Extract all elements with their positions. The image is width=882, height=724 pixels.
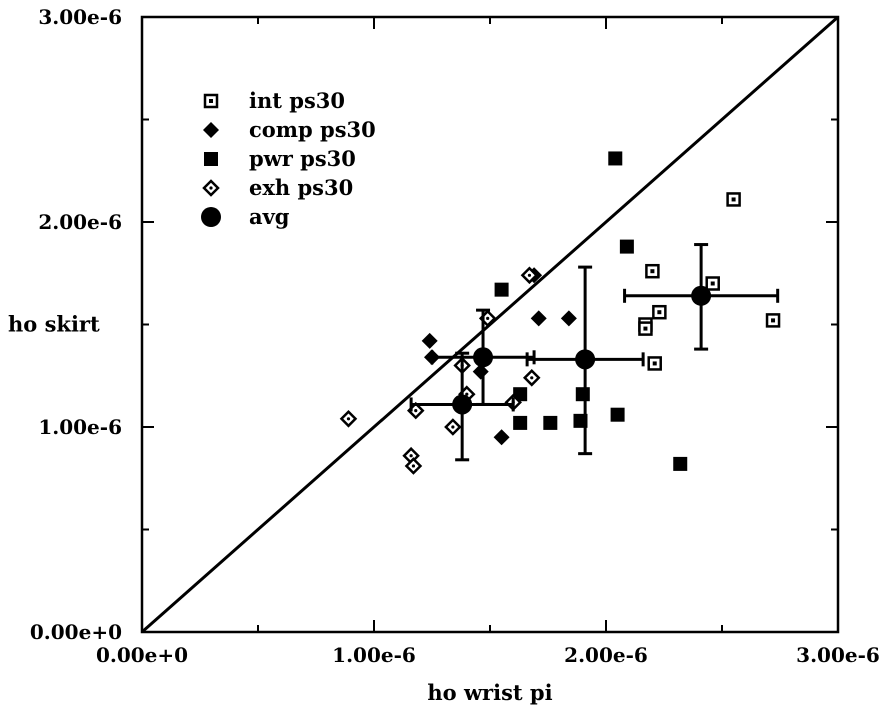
- point-int-ps30: [638, 321, 653, 336]
- point-int-ps30: [726, 192, 741, 207]
- point-exh-ps30: [444, 418, 462, 436]
- point-comp-ps30: [472, 363, 489, 380]
- y-tick-label: 2.00e-6: [38, 210, 122, 234]
- legend-label: int ps30: [249, 88, 345, 113]
- point-int-ps30: [652, 304, 667, 320]
- point-comp-ps30: [530, 310, 547, 327]
- axis-ticks: [141, 16, 839, 633]
- axis-tick-labels: 0.00e+0 1.00e-6 2.00e-6 3.00e-6 0.00e+0 1.00e…: [30, 5, 880, 667]
- x-axis-label: ho wrist pi: [427, 680, 552, 705]
- y-tick-label: 1.00e-6: [38, 415, 122, 439]
- x-tick-label: 2.00e-6: [564, 643, 648, 667]
- point-avg: [473, 347, 494, 368]
- point-int-ps30: [705, 276, 720, 291]
- y-axis-label: ho skirt: [8, 312, 100, 337]
- legend: int ps30 comp ps30 pwr ps30 exh ps30 avg: [201, 88, 376, 229]
- point-exh-ps30: [339, 410, 358, 428]
- legend-marker-avg: [201, 207, 221, 227]
- point-pwr-ps30: [673, 456, 688, 471]
- point-pwr-ps30: [543, 415, 558, 430]
- point-pwr-ps30: [610, 407, 625, 422]
- point-pwr-ps30: [494, 282, 509, 297]
- legend-label: exh ps30: [249, 175, 353, 200]
- x-tick-label: 0.00e+0: [96, 643, 188, 667]
- point-exh-ps30: [404, 457, 423, 475]
- y-tick-label: 3.00e-6: [38, 5, 122, 29]
- x-tick-label: 3.00e-6: [796, 643, 880, 667]
- legend-marker-int-ps30: [203, 93, 219, 109]
- x-tick-label: 1.00e-6: [332, 643, 416, 667]
- point-avg: [691, 285, 712, 306]
- legend-marker-pwr-ps30: [204, 152, 218, 166]
- point-pwr-ps30: [513, 415, 528, 430]
- point-pwr-ps30: [575, 387, 590, 402]
- point-pwr-ps30: [608, 151, 623, 166]
- data-marks: [339, 151, 781, 475]
- legend-marker-exh-ps30: [202, 179, 220, 197]
- point-comp-ps30: [421, 332, 438, 349]
- point-int-ps30: [765, 313, 781, 328]
- point-comp-ps30: [493, 429, 510, 446]
- y-tick-label: 0.00e+0: [30, 620, 122, 644]
- point-pwr-ps30: [619, 239, 634, 254]
- legend-label: pwr ps30: [249, 146, 356, 171]
- point-avg: [575, 349, 596, 370]
- legend-label: comp ps30: [249, 117, 376, 142]
- point-comp-ps30: [560, 310, 577, 327]
- legend-marker-comp-ps30: [203, 122, 219, 138]
- point-int-ps30: [647, 356, 662, 371]
- point-int-ps30: [645, 263, 660, 279]
- point-avg: [452, 394, 473, 415]
- point-exh-ps30: [520, 266, 539, 285]
- legend-label: avg: [249, 204, 290, 229]
- point-exh-ps30: [522, 369, 541, 387]
